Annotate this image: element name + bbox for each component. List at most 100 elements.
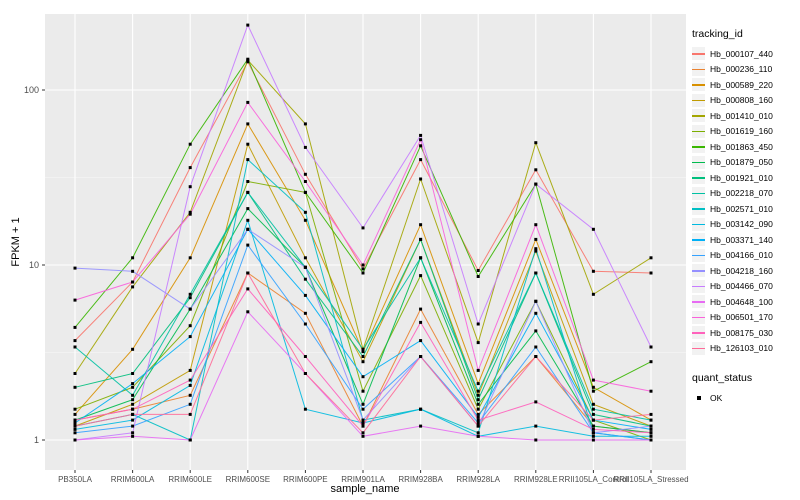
data-point — [649, 389, 653, 393]
legend-item-label: Hb_001863_450 — [710, 141, 773, 152]
data-point — [361, 418, 365, 422]
data-point — [131, 418, 135, 422]
data-point — [303, 172, 307, 176]
data-point — [419, 158, 423, 162]
data-point — [419, 407, 423, 411]
data-point — [361, 350, 365, 354]
legend-key-swatch — [692, 326, 705, 340]
data-point — [534, 299, 538, 303]
data-point — [246, 310, 250, 314]
data-point — [361, 271, 365, 275]
data-point — [419, 339, 423, 343]
legend-key-line — [692, 332, 705, 334]
data-point — [303, 122, 307, 126]
data-point — [131, 434, 135, 438]
x-tick-label: PB350LA — [58, 475, 92, 484]
data-point — [419, 144, 423, 148]
data-point — [188, 292, 192, 296]
data-point — [419, 424, 423, 428]
data-point — [188, 393, 192, 397]
quant-status-item: OK — [692, 390, 798, 406]
legend-key-swatch — [692, 202, 705, 216]
data-point — [303, 218, 307, 222]
legend-item-Hb_006501_170: Hb_006501_170 — [692, 310, 798, 326]
data-point — [591, 412, 595, 416]
data-point — [591, 418, 595, 422]
legend-item-label: Hb_000808_160 — [710, 95, 773, 106]
legend-item-label: Hb_000236_110 — [710, 64, 773, 75]
data-point — [131, 269, 135, 273]
data-point — [649, 438, 653, 442]
data-point — [534, 141, 538, 145]
legend-item-Hb_002218_070: Hb_002218_070 — [692, 186, 798, 202]
data-point — [534, 182, 538, 186]
data-point — [534, 424, 538, 428]
legend-key-line — [692, 99, 705, 102]
legend-key-line — [692, 53, 705, 55]
data-point — [73, 438, 77, 442]
data-point — [131, 256, 135, 260]
legend-item-Hb_001410_010: Hb_001410_010 — [692, 108, 798, 124]
data-point — [419, 307, 423, 311]
black-square-marker-icon — [696, 395, 701, 400]
legend-key-line — [692, 301, 705, 303]
legend-key-line — [692, 115, 705, 117]
data-point — [419, 138, 423, 142]
y-axis-title: FPKM + 1 — [10, 217, 22, 267]
data-point — [188, 383, 192, 387]
legend-key-swatch — [692, 124, 705, 138]
data-point — [246, 57, 250, 61]
legend-key-line — [692, 84, 705, 86]
data-point — [73, 427, 77, 431]
data-point — [188, 307, 192, 311]
legend-item-Hb_004166_010: Hb_004166_010 — [692, 248, 798, 264]
data-point — [246, 122, 250, 126]
data-point — [591, 407, 595, 411]
data-point — [476, 415, 480, 419]
legend-key-line — [692, 192, 705, 195]
legend-key-line — [692, 347, 705, 350]
legend-item-label: Hb_000589_220 — [710, 79, 773, 90]
data-point — [188, 368, 192, 372]
legend-item-Hb_004648_100: Hb_004648_100 — [692, 294, 798, 310]
legend-entries: Hb_000107_440 Hb_000236_110 Hb_000589_220 H… — [692, 46, 798, 356]
data-point — [303, 210, 307, 214]
data-point — [534, 237, 538, 241]
legend-item-label: Hb_004466_070 — [710, 281, 773, 292]
legend-key-swatch — [692, 171, 705, 185]
data-point — [73, 339, 77, 343]
data-point — [361, 424, 365, 428]
data-point — [303, 265, 307, 269]
x-tick-label: RRII105LA_Control — [559, 475, 629, 484]
quant-status-block: quant_status OK — [692, 372, 798, 406]
data-point — [188, 438, 192, 442]
data-point — [246, 287, 250, 291]
legend-item-Hb_003371_140: Hb_003371_140 — [692, 232, 798, 248]
legend-key-swatch — [692, 109, 705, 123]
data-point — [649, 431, 653, 435]
data-point — [73, 412, 77, 416]
legend-item-label: Hb_001921_010 — [710, 172, 773, 183]
legend-item-label: Hb_001410_010 — [710, 110, 773, 121]
data-point — [188, 142, 192, 146]
data-point — [591, 427, 595, 431]
data-point — [188, 378, 192, 382]
data-point — [419, 274, 423, 278]
legend-key-swatch — [692, 47, 705, 61]
data-point — [246, 142, 250, 146]
x-tick-label: RRII105LA_Stressed — [613, 475, 688, 484]
legend-item-label: Hb_004648_100 — [710, 296, 773, 307]
data-point — [131, 347, 135, 351]
data-point — [476, 418, 480, 422]
data-point — [131, 385, 135, 389]
data-point — [361, 421, 365, 425]
legend-key-swatch — [692, 248, 705, 262]
data-point — [131, 280, 135, 284]
data-point — [534, 400, 538, 404]
data-point — [361, 389, 365, 393]
data-point — [534, 223, 538, 227]
data-point — [476, 434, 480, 438]
legend-key-line — [692, 161, 705, 164]
data-point — [419, 223, 423, 227]
data-point — [476, 322, 480, 326]
